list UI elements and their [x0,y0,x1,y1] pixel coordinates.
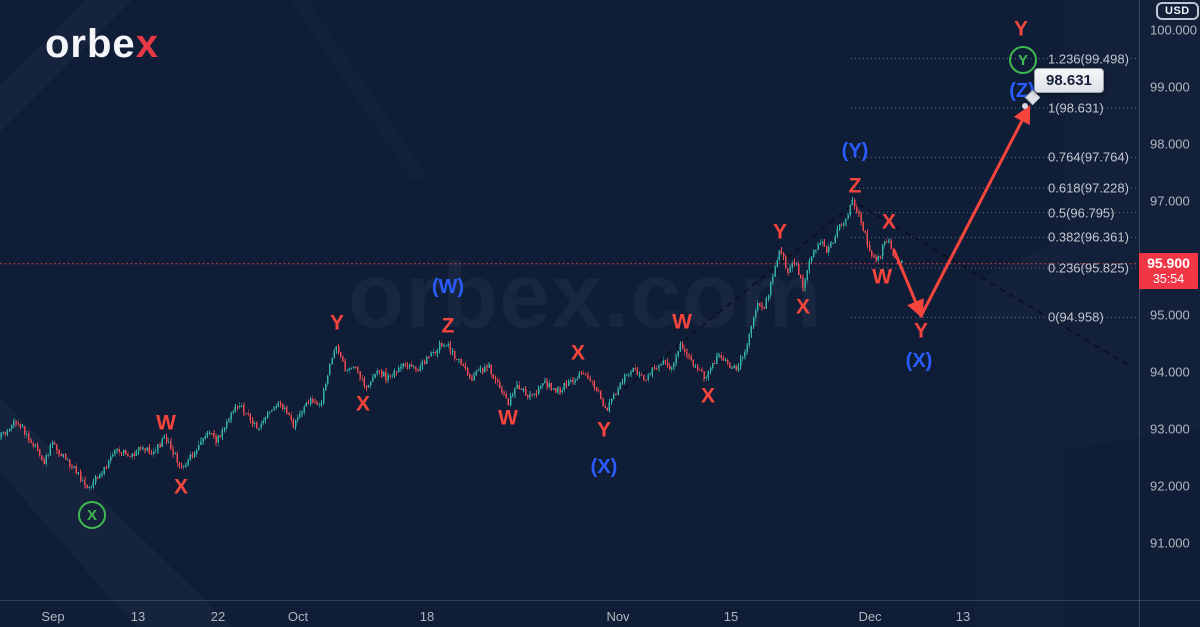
time-tick: Sep [41,609,65,624]
time-tick: 13 [130,609,146,624]
fib-level-lines [851,58,1138,318]
price-axis[interactable]: USD 100.00099.00098.00097.00096.00095.00… [1139,0,1200,600]
price-tick: 100.000 [1150,22,1197,38]
price-tick: 95.000 [1150,307,1190,323]
current-price-badge: 95.900 35:54 [1139,252,1198,289]
time-tick: Nov [606,609,630,624]
symbol-badge: USD [1156,2,1199,20]
time-tick: 18 [419,609,435,624]
time-axis[interactable]: Sep 13 22 Oct 18 Nov 15 Dec 13 [0,601,1139,627]
time-tick: Oct [287,609,309,624]
trend-dashed-lines [606,201,1131,404]
price-tick: 99.000 [1150,79,1190,95]
time-tick: 22 [210,609,226,624]
current-price-value: 95.900 [1147,254,1190,271]
price-tick: 93.000 [1150,421,1190,437]
price-tick: 97.000 [1150,193,1190,209]
price-chart-canvas[interactable] [0,0,1139,600]
time-axis-separator [0,600,1200,601]
candlestick-series [0,197,903,492]
price-axis-separator [1139,0,1140,627]
time-tick: Dec [858,609,882,624]
logo-x-glyph: x [135,22,159,66]
time-tick: 15 [723,609,739,624]
time-tick: 13 [955,609,971,624]
price-tick: 91.000 [1150,535,1190,551]
fib-anchor-dot [1022,103,1028,109]
orbex-logo: orbex [45,24,159,64]
price-tick: 94.000 [1150,364,1190,380]
price-tick: 92.000 [1150,478,1190,494]
tooltip-value: 98.631 [1034,68,1104,93]
logo-text: orbe [45,22,136,66]
price-tick: 98.000 [1150,136,1190,152]
bar-countdown: 35:54 [1152,271,1185,286]
projection-arrows [892,105,1031,319]
